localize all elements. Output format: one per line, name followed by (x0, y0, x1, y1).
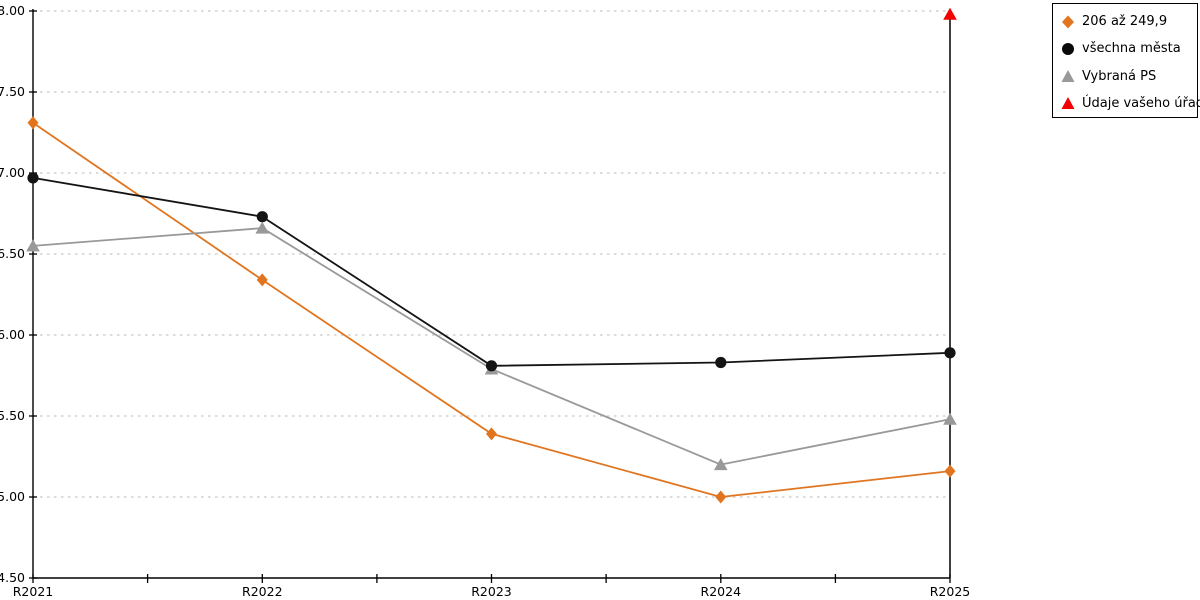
series-line-1 (32, 177, 951, 367)
data-point-marker (715, 356, 727, 369)
data-point-marker (26, 239, 40, 252)
diamond-shape (1062, 15, 1074, 28)
x-tick-label: R2023 (471, 584, 512, 599)
x-tick-label: R2022 (242, 584, 283, 599)
data-point-marker (256, 273, 268, 287)
y-tick-label: 6.00 (0, 327, 25, 342)
legend-item: všechna města (1061, 41, 1193, 56)
legend: 206 až 249,9 všechna města Vybraná PS Úd… (1052, 3, 1200, 118)
y-tick-label: 8.00 (0, 3, 25, 18)
data-point-marker (944, 464, 956, 478)
data-point-marker (715, 490, 727, 504)
data-point-marker (943, 412, 957, 425)
x-tick-label: R2025 (930, 584, 971, 599)
y-tick-label: 5.50 (0, 408, 25, 423)
y-tick-label: 7.50 (0, 84, 25, 99)
y-tick-label: 7.00 (0, 165, 25, 180)
legend-item: Údaje vašeho úřadu (1061, 96, 1200, 111)
series-line-0 (32, 122, 951, 498)
legend-label: všechna města (1082, 41, 1181, 57)
legend-label: 206 až 249,9 (1082, 14, 1168, 29)
legend-label: Vybraná PS (1082, 68, 1157, 84)
data-point-marker (255, 221, 270, 234)
x-tick-label: R2021 (13, 584, 54, 599)
data-point-marker (944, 347, 956, 359)
data-point-marker (485, 360, 498, 372)
data-point-marker (256, 211, 268, 223)
triangle-marker-icon (1061, 70, 1075, 83)
data-point-marker (943, 7, 957, 20)
diamond-marker-icon (1062, 15, 1074, 28)
data-point-marker (713, 458, 728, 471)
circle-marker-icon (1062, 42, 1074, 55)
y-tick-label: 4.50 (0, 570, 25, 585)
y-tick-label: 6.50 (0, 246, 25, 261)
x-tick-label: R2024 (701, 584, 742, 599)
legend-item: Vybraná PS (1061, 69, 1193, 84)
circle-shape (1062, 42, 1074, 55)
triangle-shape (1061, 70, 1075, 83)
y-tick-label: 5.00 (0, 489, 25, 504)
legend-label: Údaje vašeho úřadu (1082, 95, 1200, 111)
data-point-marker (27, 172, 39, 184)
data-point-marker (27, 116, 39, 130)
triangle-shape (1061, 97, 1075, 110)
triangle-marker-icon (1061, 97, 1075, 110)
data-point-marker (486, 427, 497, 441)
legend-item: 206 až 249,9 (1061, 14, 1193, 29)
